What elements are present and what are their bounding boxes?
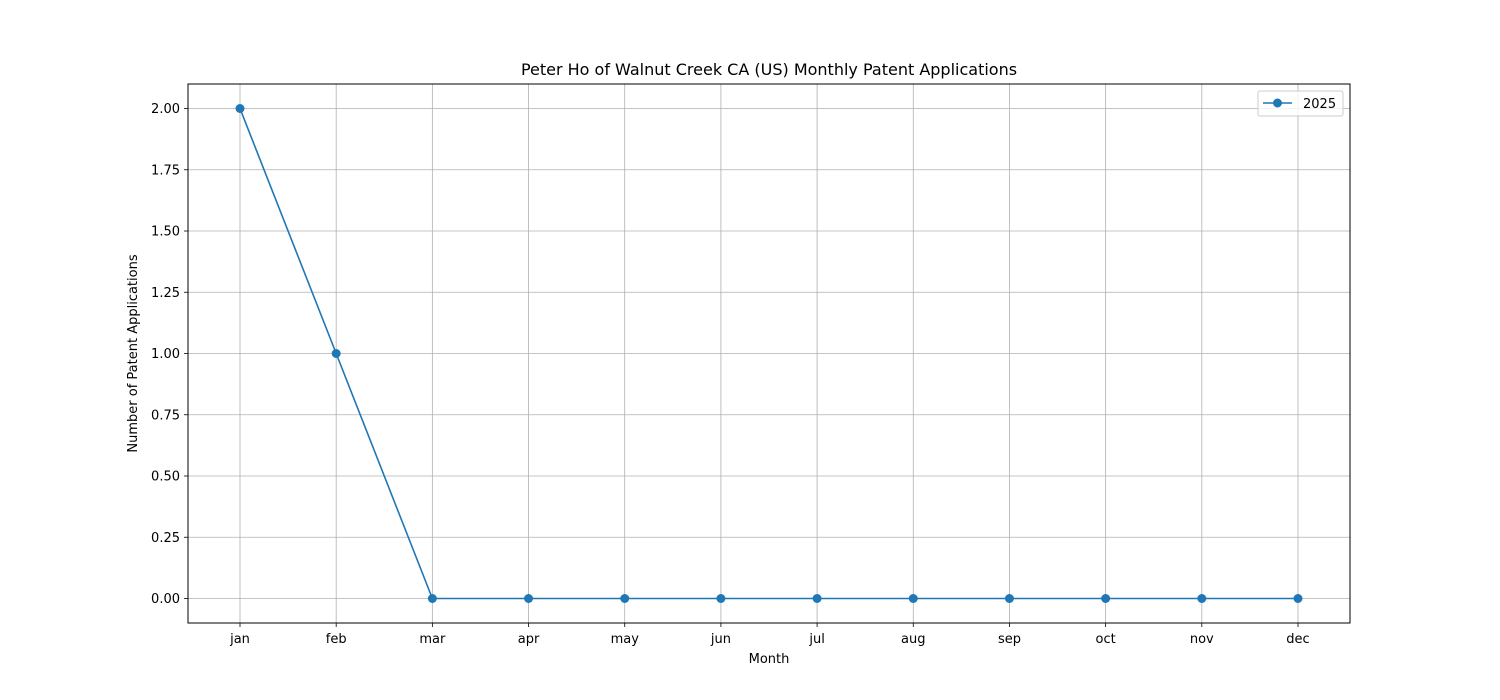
y-tick-label: 0.25 xyxy=(151,531,180,546)
data-point xyxy=(1294,594,1303,603)
x-tick-label: may xyxy=(611,632,640,647)
legend: 2025 xyxy=(1258,91,1343,116)
data-point xyxy=(813,594,822,603)
y-tick-label: 0.75 xyxy=(151,408,180,423)
data-point xyxy=(236,104,245,113)
x-tick-label: mar xyxy=(419,632,446,647)
x-tick-label: apr xyxy=(518,632,540,647)
x-tick-label: feb xyxy=(326,632,347,647)
data-point xyxy=(1197,594,1206,603)
data-point xyxy=(332,349,341,358)
y-tick-label: 1.25 xyxy=(151,286,180,301)
x-tick-label: nov xyxy=(1190,632,1214,647)
data-point xyxy=(428,594,437,603)
y-axis-label: Number of Patent Applications xyxy=(126,254,141,452)
x-axis-label: Month xyxy=(749,652,790,667)
x-tick-label: jun xyxy=(710,632,731,647)
x-tick-label: jan xyxy=(229,632,250,647)
legend-marker-sample xyxy=(1273,99,1282,108)
data-point xyxy=(716,594,725,603)
data-point xyxy=(1101,594,1110,603)
data-point xyxy=(909,594,918,603)
y-tick-label: 1.75 xyxy=(151,163,180,178)
y-tick-label: 2.00 xyxy=(151,102,180,117)
x-tick-label: oct xyxy=(1096,632,1116,647)
data-point xyxy=(620,594,629,603)
x-tick-label: dec xyxy=(1286,632,1309,647)
x-tick-label: aug xyxy=(901,632,925,647)
data-point xyxy=(1005,594,1014,603)
x-tick-label: sep xyxy=(998,632,1021,647)
y-tick-label: 1.50 xyxy=(151,225,180,240)
chart-title: Peter Ho of Walnut Creek CA (US) Monthly… xyxy=(521,60,1017,79)
x-tick-label: jul xyxy=(808,632,824,647)
legend-label: 2025 xyxy=(1303,97,1336,112)
y-tick-label: 1.00 xyxy=(151,347,180,362)
data-point xyxy=(524,594,533,603)
y-tick-label: 0.00 xyxy=(151,592,180,607)
y-tick-label: 0.50 xyxy=(151,470,180,485)
